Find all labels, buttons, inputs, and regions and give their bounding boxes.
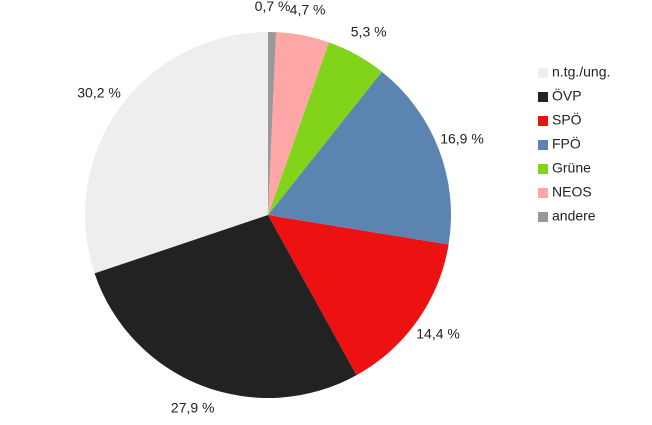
legend-swatch <box>538 68 548 78</box>
legend-label: SPÖ <box>552 111 582 128</box>
legend-swatch <box>538 140 548 150</box>
data-label: 30,2 % <box>77 84 121 100</box>
legend-label: FPÖ <box>552 135 581 152</box>
legend-swatch <box>538 164 548 174</box>
legend-label: ÖVP <box>552 87 582 104</box>
data-label: 0,7 % <box>255 0 291 14</box>
pie-slice <box>268 71 451 245</box>
legend-label: andere <box>552 208 596 224</box>
data-label: 5,3 % <box>351 24 387 40</box>
data-label: 27,9 % <box>171 400 215 416</box>
legend-label: n.tg./ung. <box>552 64 610 80</box>
legend-swatch <box>538 188 548 198</box>
data-label: 16,9 % <box>440 131 484 147</box>
legend-label: NEOS <box>552 184 592 200</box>
legend-swatch <box>538 212 548 222</box>
data-label: 4,7 % <box>290 2 326 18</box>
pie-slice <box>268 32 277 215</box>
pie-slice <box>268 42 382 216</box>
pie-slice <box>268 32 329 215</box>
data-label: 14,4 % <box>416 325 460 341</box>
pie-slice <box>94 215 357 398</box>
legend-swatch <box>538 116 548 126</box>
legend-swatch <box>538 92 548 102</box>
pie-slice <box>268 215 449 376</box>
legend-label: Grüne <box>552 160 591 176</box>
pie-slice <box>84 32 268 274</box>
